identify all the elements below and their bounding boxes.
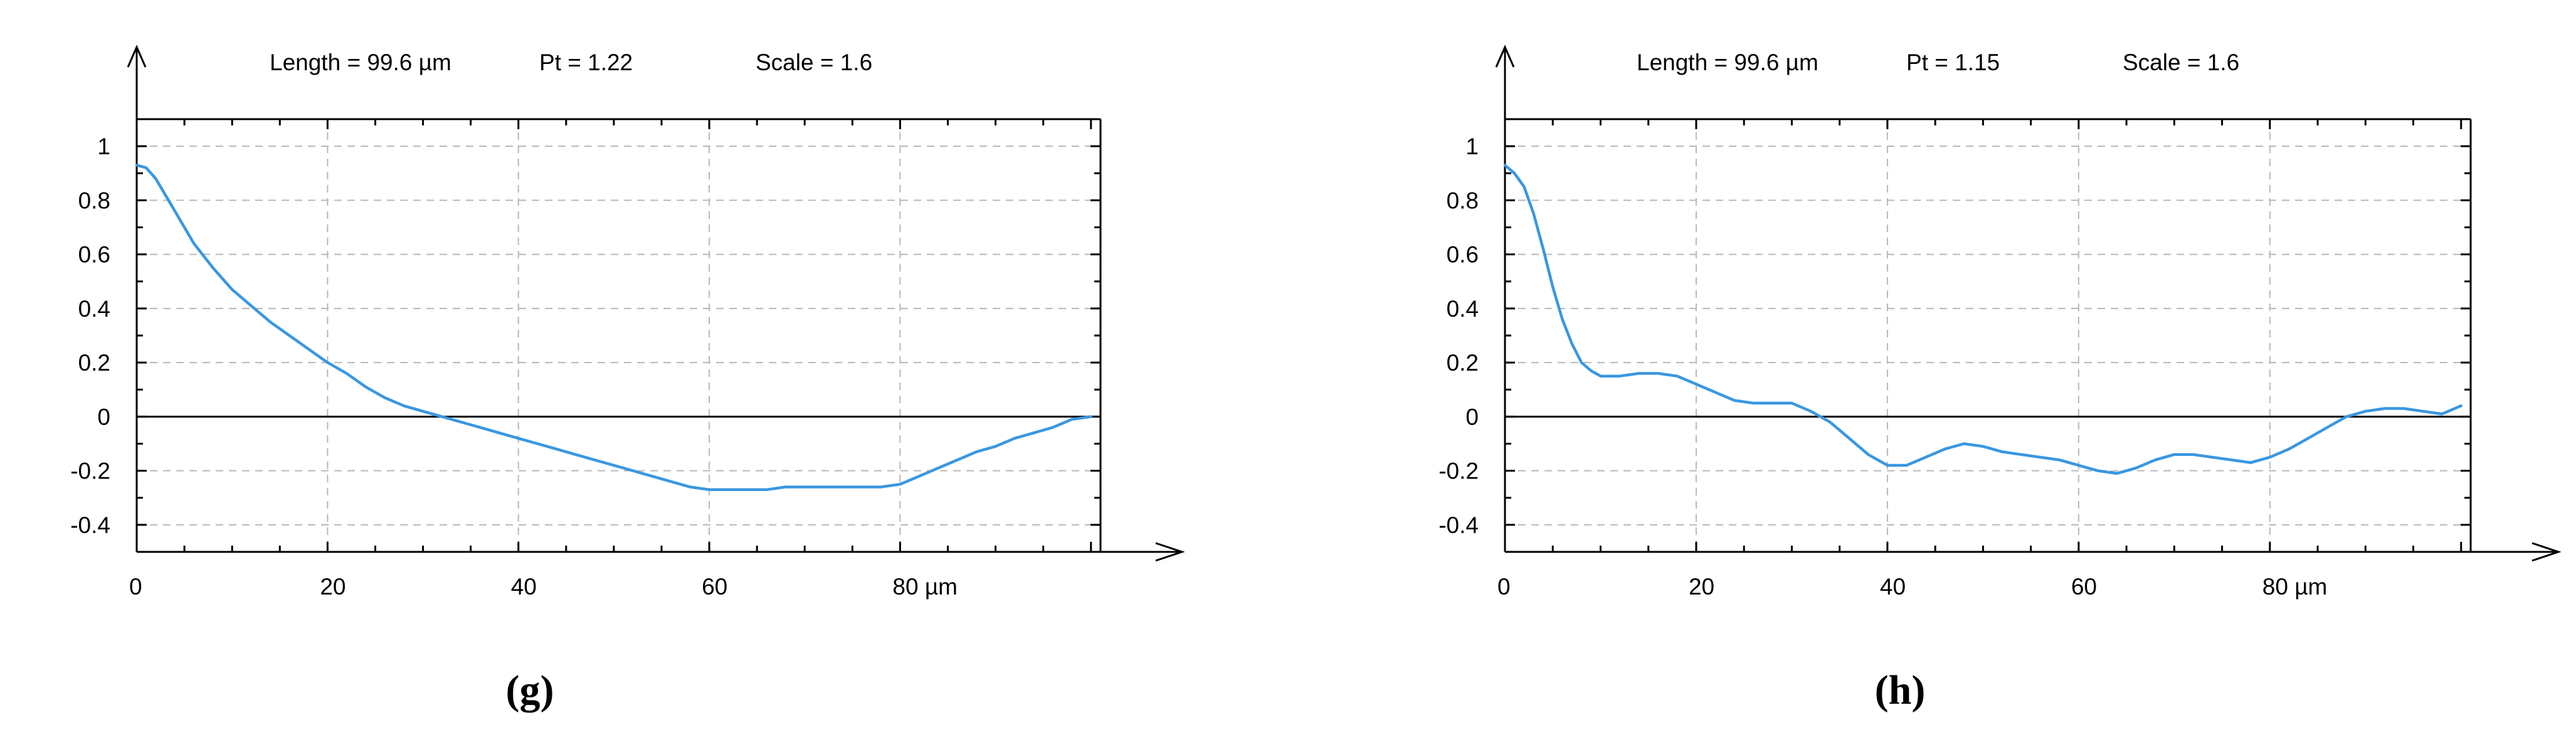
- header-scale: Scale = 1.6: [756, 50, 872, 75]
- x-axis-arrow: [1155, 542, 1185, 562]
- header-pt: Pt = 1.22: [539, 50, 633, 75]
- y-tick-label: -0.2: [1438, 458, 1479, 484]
- y-tick-label: 0.4: [78, 296, 110, 322]
- y-tick-label: 0.4: [1447, 296, 1479, 322]
- y-tick-label: 1: [97, 134, 110, 159]
- x-tick-label: 0: [1497, 574, 1511, 600]
- x-tick-label: 20: [1689, 574, 1714, 600]
- grid: [137, 119, 1101, 552]
- profile-line: [1503, 164, 2463, 475]
- y-tick-label: 0.6: [1447, 242, 1479, 268]
- header-pt: Pt = 1.15: [1906, 50, 2000, 75]
- x-tick-label: 40: [1880, 574, 1906, 600]
- x-axis-arrow: [2531, 542, 2562, 562]
- y-tick-label: 0: [1465, 404, 1479, 430]
- y-tick-label: 0.8: [1447, 188, 1479, 213]
- y-tick-label: -0.4: [70, 512, 110, 538]
- y-tick-label: -0.2: [70, 458, 110, 484]
- x-tick-label: 80 µm: [2262, 574, 2328, 600]
- profile-chart-g: Length = 99.6 µm Pt = 1.22 Scale = 1.6 (…: [70, 45, 1185, 713]
- y-tick-label: 0.2: [1447, 350, 1479, 376]
- y-tick-label: 0.2: [78, 350, 110, 376]
- x-tick-label: 60: [702, 574, 727, 600]
- y-tick-label: -0.4: [1438, 512, 1479, 538]
- y-tick-label: 1: [1465, 134, 1479, 159]
- y-axis-arrow: [1495, 45, 1515, 68]
- y-axis-arrow: [127, 45, 147, 68]
- profile-chart-h: Length = 99.6 µm Pt = 1.15 Scale = 1.6 (…: [1438, 45, 2562, 713]
- panel-label: (g): [506, 667, 554, 713]
- x-tick-label: 20: [320, 574, 346, 600]
- y-tick-label: 0: [97, 404, 110, 430]
- y-tick-label: 0.8: [78, 188, 110, 213]
- x-tick-label: 40: [511, 574, 537, 600]
- header-length: Length = 99.6 µm: [270, 50, 451, 75]
- x-tick-label: 80 µm: [892, 574, 958, 600]
- grid: [1505, 119, 2471, 552]
- header-length: Length = 99.6 µm: [1637, 50, 1819, 75]
- x-tick-label: 0: [129, 574, 142, 600]
- profile-line: [135, 164, 1093, 492]
- header-scale: Scale = 1.6: [2123, 50, 2239, 75]
- panel-label: (h): [1875, 667, 1926, 713]
- x-tick-label: 60: [2071, 574, 2097, 600]
- y-tick-label: 0.6: [78, 242, 110, 268]
